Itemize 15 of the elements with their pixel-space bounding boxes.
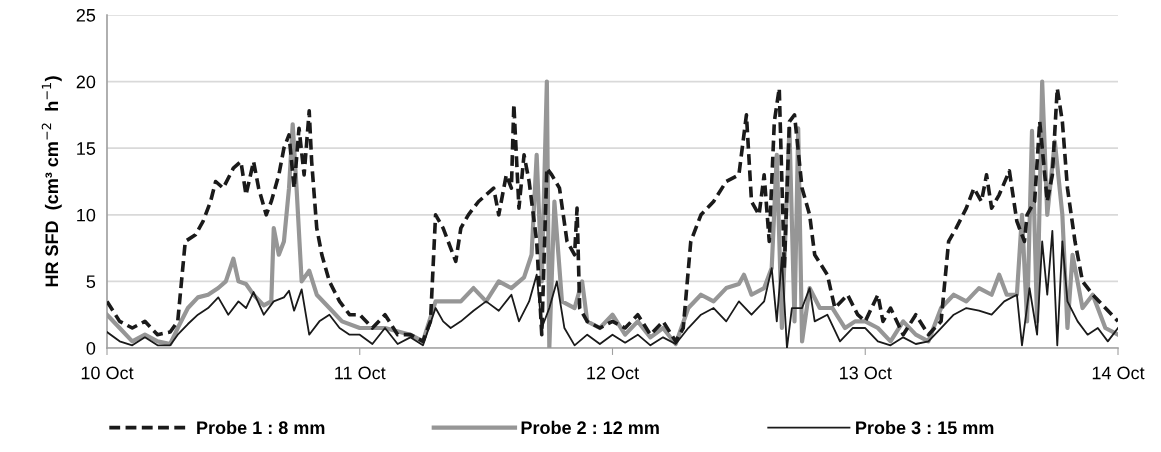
x-tick-label: 11 Oct <box>335 366 386 380</box>
x-tick-label: 13 Oct <box>840 366 892 380</box>
y-axis-title: HR SFD (cm³ cm$^{−2}$ h$^{−1}$) <box>41 76 62 287</box>
y-tick-label: 25 <box>76 8 96 22</box>
legend-label: Probe 1 : 8 mm <box>197 420 325 435</box>
y-tick-label: 15 <box>77 142 96 155</box>
y-tick-label: 5 <box>86 275 96 289</box>
x-tick-label: 10 Oct <box>81 366 134 380</box>
y-tick-label: 0 <box>86 341 96 355</box>
legend-label: Probe 2 : 12 mm <box>521 420 659 435</box>
legend-label: Probe 3 : 15 mm <box>856 420 994 435</box>
x-tick-label: 14 Oct <box>1092 366 1145 380</box>
x-tick-label: 12 Oct <box>587 366 639 380</box>
y-tick-label: 10 <box>77 208 96 222</box>
y-tick-label: 20 <box>76 75 96 89</box>
